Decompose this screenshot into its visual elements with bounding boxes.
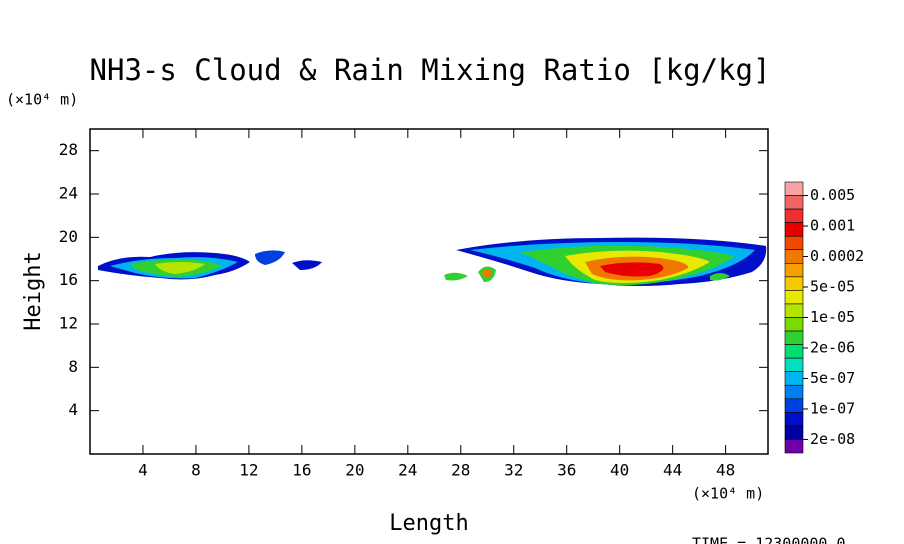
x-tick-label: 48 [716, 461, 735, 480]
colorbar-box [784, 412, 804, 427]
x-tick-label: 16 [292, 461, 311, 480]
x-tick-label: 44 [663, 461, 682, 480]
colorbar-box [784, 384, 804, 400]
colorbar-label: 0.0002 [810, 247, 864, 265]
y-tick-label: 4 [68, 400, 78, 419]
colorbar-box [784, 398, 804, 413]
colorbar-label: 5e-05 [810, 278, 855, 296]
y-tick-label: 12 [59, 314, 78, 333]
colorbar-box [784, 195, 804, 210]
x-tick-label: 20 [345, 461, 364, 480]
colorbar-label: 5e-07 [810, 369, 855, 387]
y-tick-label: 16 [59, 270, 78, 289]
colorbar-box [784, 249, 804, 264]
colorbar-label: 0.005 [810, 186, 855, 204]
colorbar-box [784, 439, 804, 454]
x-tick-label: 8 [191, 461, 201, 480]
colorbar-box [784, 235, 804, 251]
footer-time: TIME = 12300000.0 [692, 535, 846, 544]
colorbar-label: 2e-08 [810, 430, 855, 448]
x-tick-label: 32 [504, 461, 523, 480]
colorbar-box [784, 276, 804, 291]
x-tick-label: 12 [239, 461, 258, 480]
colorbar-box [784, 330, 804, 345]
colorbar-box [784, 208, 804, 223]
chart-title: NH3-s Cloud & Rain Mixing Ratio [kg/kg] [90, 53, 771, 87]
y-tick-label: 24 [59, 184, 78, 203]
x-tick-label: 40 [610, 461, 629, 480]
colorbar-box [784, 303, 804, 318]
x-tick-label: 36 [557, 461, 576, 480]
colorbar-box [784, 290, 804, 305]
y-tick-label: 8 [68, 357, 78, 376]
colorbar-box [784, 222, 804, 237]
y-tick-label: 28 [59, 140, 78, 159]
colorbar-box [784, 181, 804, 196]
colorbar-box [784, 357, 804, 372]
x-tick-label: 28 [451, 461, 470, 480]
x-tick-label: 24 [398, 461, 417, 480]
y-unit: (×10⁴ m) [6, 91, 78, 109]
colorbar-box [784, 317, 804, 332]
contour-field [98, 237, 767, 286]
colorbar-label: 2e-06 [810, 338, 855, 356]
plot-frame [89, 128, 769, 455]
x-axis-label: Length [389, 511, 468, 536]
colorbar-box [784, 262, 804, 278]
x-unit: (×10⁴ m) [692, 485, 764, 503]
colorbar-label: 1e-07 [810, 399, 855, 417]
colorbar-box [784, 371, 804, 386]
y-tick-label: 20 [59, 227, 78, 246]
colorbar-label: 0.001 [810, 217, 855, 235]
y-axis-label: Height [21, 251, 46, 330]
colorbar-box [784, 425, 804, 440]
x-tick-label: 4 [138, 461, 148, 480]
colorbar-label: 1e-05 [810, 308, 855, 326]
colorbar-box [784, 344, 804, 359]
